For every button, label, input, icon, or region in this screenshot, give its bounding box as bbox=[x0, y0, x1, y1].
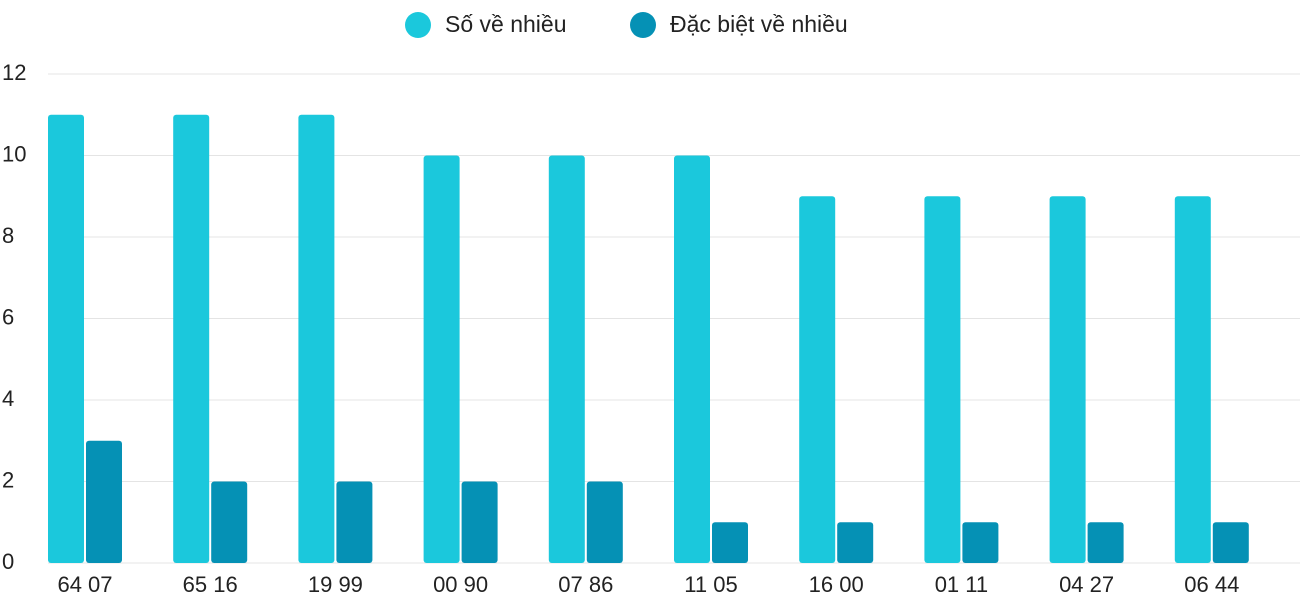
x-tick-label: 01 11 bbox=[935, 572, 988, 597]
x-tick-label: 00 90 bbox=[433, 572, 488, 597]
x-tick-label: 06 44 bbox=[1184, 572, 1239, 597]
bar bbox=[1174, 196, 1211, 563]
bar bbox=[962, 522, 999, 563]
bar bbox=[48, 114, 84, 563]
bar bbox=[924, 196, 961, 563]
x-tick-label: 16 00 bbox=[809, 572, 864, 597]
y-tick-label: 10 bbox=[2, 141, 26, 166]
bar bbox=[674, 155, 710, 563]
bar bbox=[1049, 196, 1086, 563]
x-tick-label: 04 27 bbox=[1059, 572, 1114, 597]
x-tick-label: 64 07 bbox=[57, 572, 112, 597]
bar bbox=[712, 522, 748, 563]
x-tick-label: 07 86 bbox=[558, 572, 613, 597]
y-tick-label: 8 bbox=[2, 223, 14, 248]
bar bbox=[211, 481, 248, 563]
y-tick-label: 4 bbox=[2, 386, 14, 411]
legend-marker bbox=[405, 12, 431, 38]
y-tick-label: 0 bbox=[2, 549, 14, 574]
bar bbox=[586, 481, 623, 563]
bar bbox=[86, 440, 122, 563]
x-tick-label: 11 05 bbox=[684, 572, 737, 597]
y-tick-label: 6 bbox=[2, 304, 14, 329]
bar bbox=[173, 114, 210, 563]
bar bbox=[799, 196, 836, 563]
legend-marker bbox=[630, 12, 656, 38]
bar bbox=[336, 481, 373, 563]
bar bbox=[1212, 522, 1249, 563]
x-tick-label: 65 16 bbox=[183, 572, 238, 597]
bar bbox=[1087, 522, 1124, 563]
legend-label: Đặc biệt về nhiều bbox=[670, 11, 848, 37]
x-tick-label: 19 99 bbox=[308, 572, 363, 597]
legend-label: Số về nhiều bbox=[445, 11, 566, 37]
y-tick-label: 12 bbox=[2, 60, 26, 85]
bar bbox=[423, 155, 460, 563]
bar bbox=[548, 155, 585, 563]
bar bbox=[461, 481, 498, 563]
y-tick-label: 2 bbox=[2, 467, 14, 492]
bar bbox=[298, 114, 335, 563]
bar bbox=[837, 522, 874, 563]
